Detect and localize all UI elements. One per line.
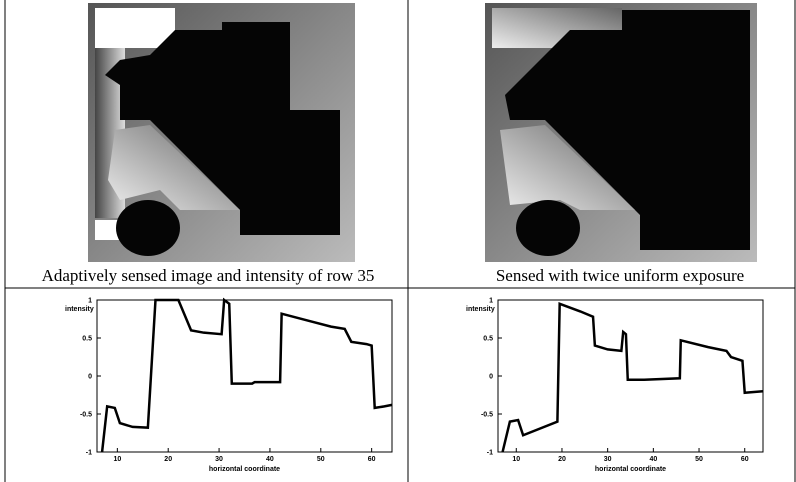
x-tick-label: 40	[649, 456, 657, 463]
x-tick-label: 10	[113, 456, 121, 463]
y-tick-label: 1	[88, 298, 92, 305]
caption: Sensed with twice uniform exposure	[496, 266, 744, 285]
x-tick-label: 40	[266, 456, 274, 463]
x-tick-label: 30	[604, 456, 612, 463]
y-tick-label: 0.5	[82, 336, 92, 343]
y-tick-label: 0	[489, 374, 493, 381]
x-tick-label: 20	[558, 456, 566, 463]
y-tick-label: 0.5	[483, 336, 493, 343]
y-tick-label: 1	[489, 298, 493, 305]
caption: Adaptively sensed image and intensity of…	[42, 266, 375, 285]
y-tick-label: -1	[86, 450, 92, 457]
sensed-image-right	[485, 3, 757, 262]
x-axis-label: horizontal coordinate	[595, 466, 666, 473]
y-tick-label: -0.5	[481, 412, 493, 419]
data-line	[102, 300, 392, 452]
data-line	[503, 304, 763, 452]
x-tick-label: 30	[215, 456, 223, 463]
x-tick-label: 60	[368, 456, 376, 463]
y-tick-label: 0	[88, 374, 92, 381]
y-axis-label: intensity	[466, 306, 495, 313]
y-tick-label: -0.5	[80, 412, 92, 419]
x-tick-label: 20	[164, 456, 172, 463]
x-tick-label: 50	[695, 456, 703, 463]
x-tick-label: 60	[741, 456, 749, 463]
plot-frame	[97, 300, 392, 452]
x-tick-label: 10	[512, 456, 520, 463]
sensed-image-left	[88, 3, 355, 262]
figure: Adaptively sensed image and intensity of…	[0, 0, 796, 482]
x-axis-label: horizontal coordinate	[209, 466, 280, 473]
y-tick-label: -1	[487, 450, 493, 457]
x-tick-label: 50	[317, 456, 325, 463]
y-axis-label: intensity	[65, 306, 94, 313]
